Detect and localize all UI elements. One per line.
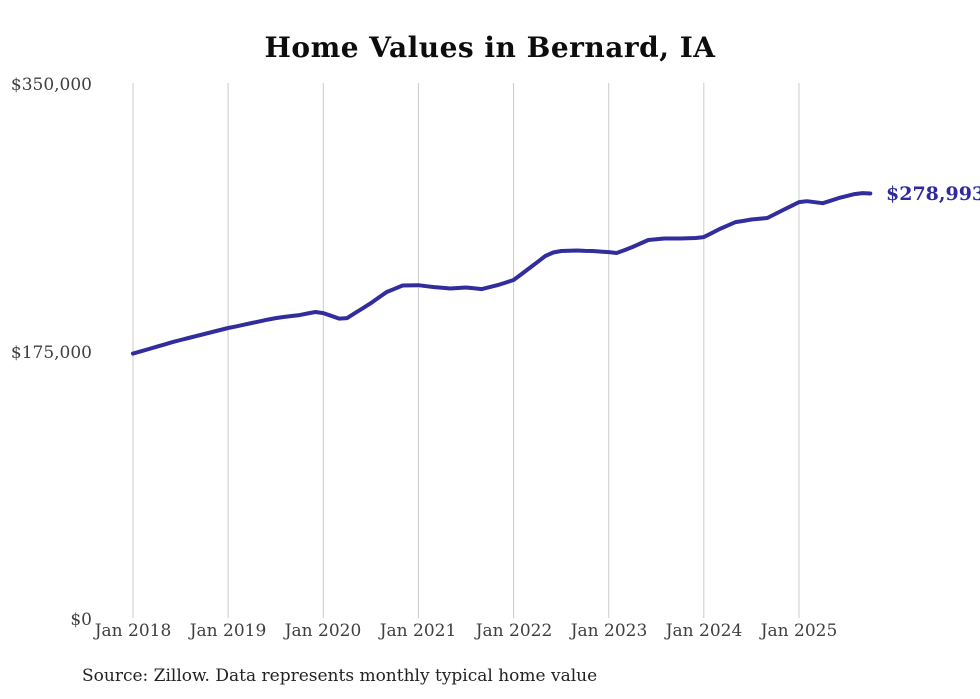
chart-title: Home Values in Bernard, IA	[264, 31, 716, 64]
x-tick-label: Jan 2019	[189, 621, 267, 641]
source-note: Source: Zillow. Data represents monthly …	[82, 666, 598, 686]
y-tick-label: $350,000	[10, 75, 92, 95]
gridlines	[132, 83, 800, 618]
end-value-label: $278,993	[886, 183, 980, 205]
x-tick-label: Jan 2022	[475, 621, 553, 641]
x-tick-label: Jan 2023	[570, 621, 648, 641]
x-tick-label: Jan 2020	[284, 621, 362, 641]
x-tick-label: Jan 2021	[379, 621, 457, 641]
y-tick-label: $0	[70, 610, 92, 630]
x-tick-label: Jan 2018	[94, 621, 172, 641]
x-tick-label: Jan 2025	[760, 621, 838, 641]
y-tick-label: $175,000	[10, 343, 92, 363]
home-value-line	[131, 191, 873, 356]
x-tick-label: Jan 2024	[665, 621, 743, 641]
